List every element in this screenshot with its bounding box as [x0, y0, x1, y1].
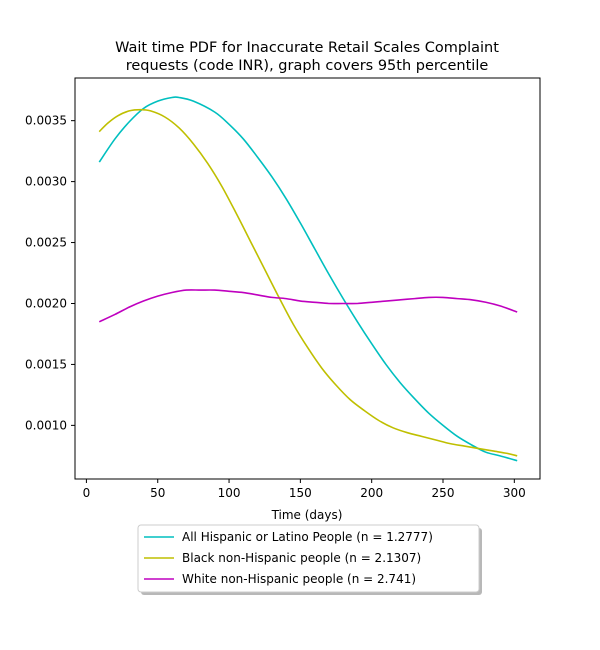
x-tick-label: 100	[218, 486, 241, 500]
x-axis-label: Time (days)	[271, 508, 343, 522]
y-tick-label: 0.0030	[25, 175, 67, 189]
x-tick-label: 200	[360, 486, 383, 500]
y-axis-ticks: 0.0010 0.0015 0.0020 0.0025 0.0030 0.0035	[25, 114, 75, 432]
x-tick-label: 150	[289, 486, 312, 500]
x-tick-label: 50	[150, 486, 165, 500]
y-tick-label: 0.0010	[25, 418, 67, 432]
chart-title-line-2: requests (code INR), graph covers 95th p…	[126, 58, 489, 74]
x-axis-ticks: 0 50 100 150 200 250 300	[83, 479, 526, 500]
y-tick-label: 0.0020	[25, 296, 67, 310]
y-tick-label: 0.0035	[25, 114, 67, 128]
chart-title-line-1: Wait time PDF for Inaccurate Retail Scal…	[115, 40, 499, 56]
legend-label-0: All Hispanic or Latino People (n = 1.277…	[182, 530, 433, 544]
legend-label-1: Black non-Hispanic people (n = 2.1307)	[182, 551, 421, 565]
y-tick-label: 0.0015	[25, 357, 67, 371]
y-tick-label: 0.0025	[25, 236, 67, 250]
x-tick-label: 300	[503, 486, 526, 500]
plot-area-frame	[74, 77, 541, 480]
x-tick-label: 250	[432, 486, 455, 500]
legend-box	[137, 524, 480, 593]
series-line-1	[98, 108, 518, 457]
legend-entries: All Hispanic or Latino People (n = 1.277…	[144, 530, 433, 586]
series-line-0	[98, 96, 518, 462]
legend-label-2: White non-Hispanic people (n = 2.741)	[182, 572, 416, 586]
legend: All Hispanic or Latino People (n = 1.277…	[137, 524, 482, 595]
series-line-2	[98, 289, 518, 323]
x-tick-label: 0	[83, 486, 91, 500]
series-layer	[98, 96, 518, 462]
